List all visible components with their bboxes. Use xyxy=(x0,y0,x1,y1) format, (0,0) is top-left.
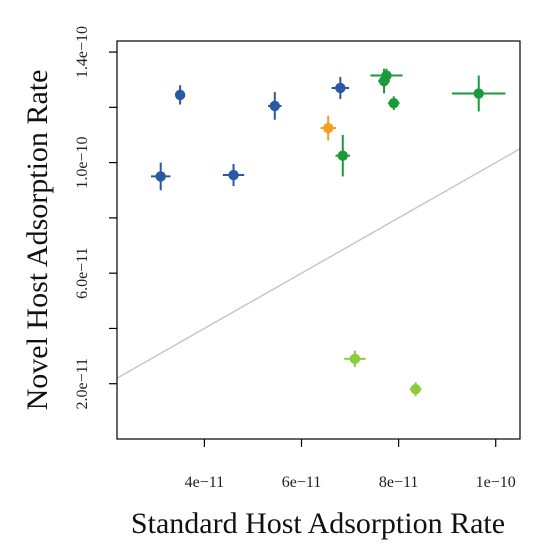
data-point xyxy=(268,92,282,120)
point-marker xyxy=(388,97,399,109)
plot-area xyxy=(117,68,520,397)
x-tick-label: 6e−11 xyxy=(282,474,322,491)
plot-frame xyxy=(116,40,521,440)
data-point xyxy=(387,96,400,111)
data-point xyxy=(452,75,506,112)
point-marker xyxy=(410,384,421,395)
data-point xyxy=(174,85,186,105)
point-marker xyxy=(381,70,392,81)
point-marker xyxy=(349,353,361,365)
point-marker xyxy=(337,150,348,161)
data-point xyxy=(370,68,403,83)
point-marker xyxy=(335,82,346,94)
point-marker xyxy=(269,100,281,112)
x-tick-label: 1e−10 xyxy=(476,474,516,491)
y-tick-label: 1.4e−10 xyxy=(74,26,91,78)
data-point xyxy=(335,134,351,177)
data-point xyxy=(331,76,350,100)
x-tick-label: 8e−11 xyxy=(379,474,419,491)
y-tick-label: 6.0e−11 xyxy=(74,247,91,299)
y-tick-label: 1.0e−10 xyxy=(74,137,91,189)
x-tick-label: 4e−11 xyxy=(185,474,225,491)
data-point xyxy=(150,162,171,191)
data-point xyxy=(409,382,422,397)
data-point xyxy=(344,350,366,368)
point-marker xyxy=(473,88,484,99)
point-marker xyxy=(228,169,239,181)
y-axis-title: Novel Host Adsorption Rate xyxy=(21,70,54,411)
data-point xyxy=(222,163,245,187)
x-axis-title: Standard Host Adsorption Rate xyxy=(131,507,505,540)
point-marker xyxy=(174,89,186,101)
identity-reference-line xyxy=(117,148,520,379)
point-marker xyxy=(323,122,334,134)
point-marker xyxy=(155,171,166,182)
y-tick-label: 2.0e−11 xyxy=(74,358,91,410)
x-axis: 4e−11 6e−11 8e−11 1e−10 xyxy=(185,439,516,491)
data-point xyxy=(320,115,336,141)
y-axis: 2.0e−11 6.0e−11 1.0e−10 1.4e−10 xyxy=(74,26,117,409)
